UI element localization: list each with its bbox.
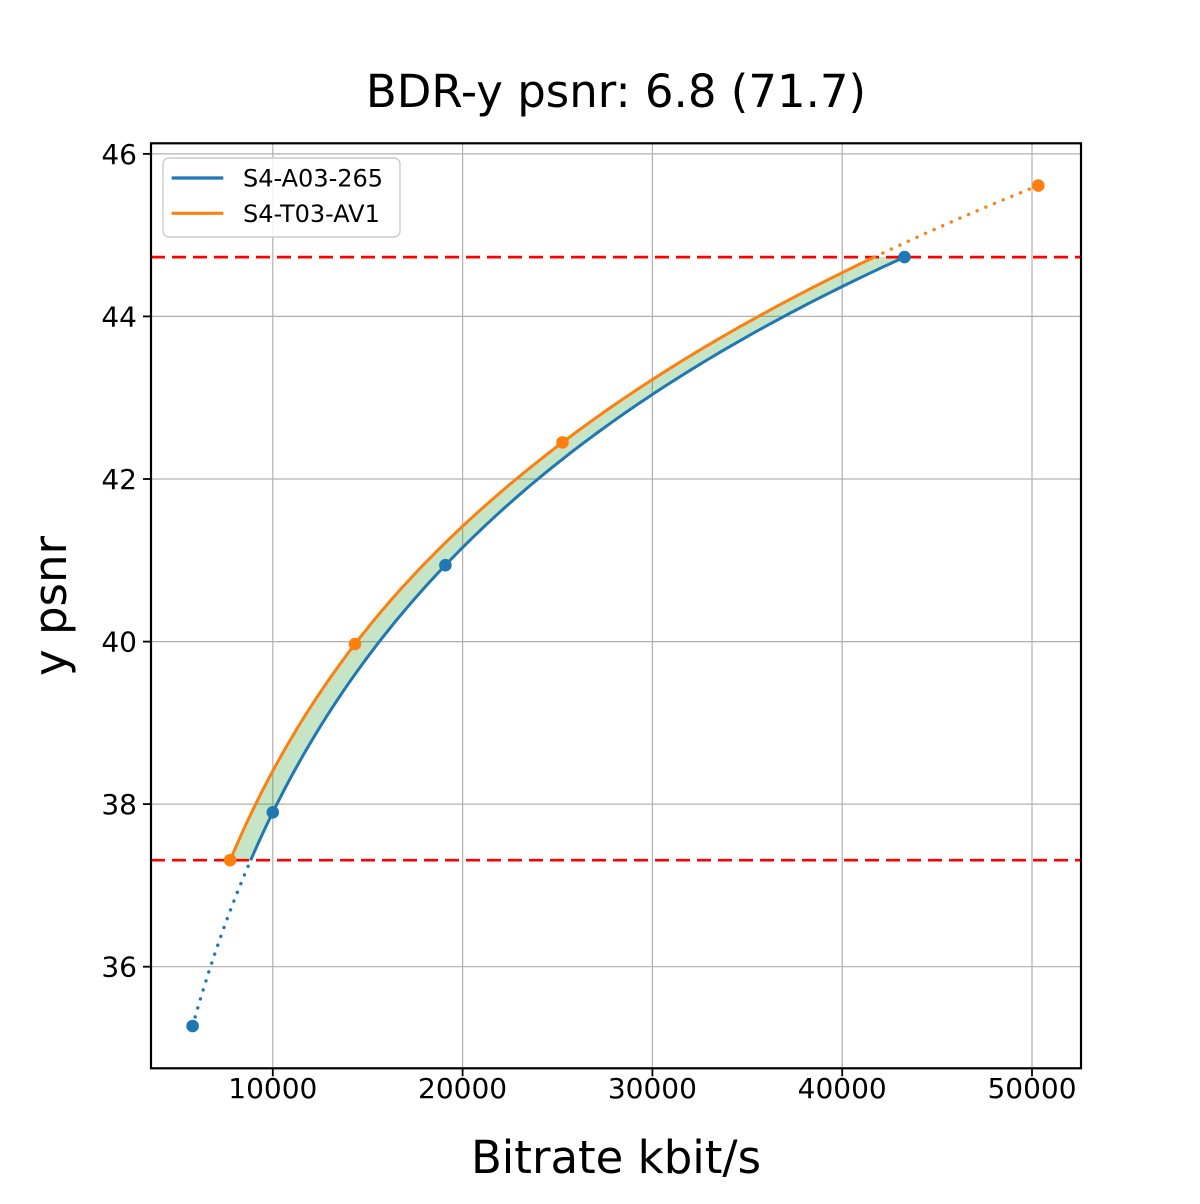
series-S4-A03-265-point	[898, 250, 911, 264]
y-tick-label: 42	[101, 463, 137, 496]
series-S4-A03-265-point	[439, 558, 452, 572]
y-tick-label: 46	[101, 138, 137, 171]
series-S4-T03-AV1-point	[1032, 179, 1045, 192]
x-tick-label: 40000	[798, 1072, 887, 1105]
series-S4-T03-AV1-dotted	[872, 183, 1040, 259]
plot-frame	[149, 142, 1083, 1070]
y-tick-label: 38	[101, 788, 137, 821]
x-tick-label: 50000	[987, 1072, 1076, 1105]
legend-label-0: S4-A03-265	[243, 165, 383, 193]
series-S4-A03-265-dotted	[190, 858, 253, 1028]
bd-shaded-area	[230, 257, 905, 861]
x-tick-label: 30000	[608, 1072, 697, 1105]
x-tick-label: 20000	[418, 1072, 507, 1105]
integration-bound-lines	[151, 255, 1081, 862]
series-S4-T03-AV1-solid	[228, 255, 875, 861]
legend-label-1: S4-T03-AV1	[243, 200, 380, 228]
y-tick-label: 40	[101, 626, 137, 659]
gridlines	[151, 143, 1081, 1069]
data-point-markers	[186, 179, 1045, 1033]
y-axis-label: y psnr	[24, 536, 77, 676]
series-S4-A03-265-point	[186, 1019, 199, 1033]
series-S4-A03-265-point	[266, 806, 280, 819]
rd-curves	[190, 183, 1040, 1028]
chart-title: BDR-y psnr: 6.8 (71.7)	[366, 65, 866, 118]
y-tick-label: 36	[101, 951, 137, 984]
series-S4-T03-AV1-point	[556, 436, 569, 449]
y-tick-label: 44	[101, 300, 137, 333]
x-axis-label: Bitrate kbit/s	[471, 1131, 761, 1184]
x-tick-label: 10000	[228, 1072, 317, 1105]
series-S4-A03-265-solid	[249, 255, 906, 861]
series-S4-T03-AV1-point	[223, 853, 237, 867]
axis-tick-labels: 10000 20000 30000 40000 50000 36 38 40 42 44 46	[101, 138, 1076, 1105]
bd-fill-region	[230, 257, 905, 861]
legend: S4-A03-265 S4-T03-AV1	[162, 157, 401, 238]
axis-ticks	[143, 152, 1033, 1077]
series-S4-T03-AV1-point	[348, 637, 362, 651]
